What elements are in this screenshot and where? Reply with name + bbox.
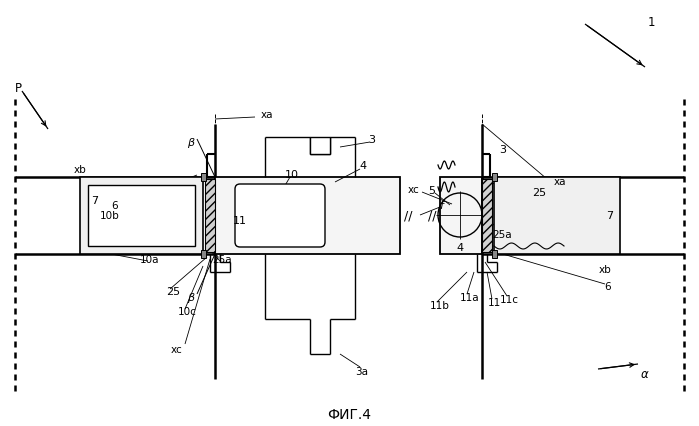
Bar [310, 138, 330, 155]
Bar [201, 250, 206, 259]
Text: 25a: 25a [492, 230, 512, 239]
Text: P: P [15, 81, 22, 94]
Text: β: β [187, 292, 194, 302]
Text: 11: 11 [487, 297, 500, 307]
Text: α: α [641, 368, 649, 380]
Text: 3: 3 [368, 135, 375, 145]
Text: 11: 11 [233, 216, 247, 225]
Text: xa: xa [554, 177, 566, 187]
Bar [215, 178, 400, 254]
Text: 25: 25 [532, 187, 546, 198]
Text: 7: 7 [92, 196, 99, 205]
Text: 10: 10 [285, 170, 299, 180]
Bar [201, 173, 206, 181]
Text: 25a: 25a [212, 254, 232, 265]
Bar [80, 178, 203, 254]
Text: xc: xc [171, 344, 183, 354]
Text: 7: 7 [607, 210, 614, 221]
FancyBboxPatch shape [235, 184, 325, 248]
Text: 4: 4 [456, 242, 463, 253]
Bar [492, 250, 497, 259]
Text: 10a: 10a [140, 254, 160, 265]
Text: 1: 1 [647, 15, 655, 29]
Text: 11b: 11b [430, 300, 450, 310]
Text: //: // [428, 209, 436, 222]
Text: //: // [404, 209, 412, 222]
Bar [88, 186, 195, 246]
Text: xa: xa [261, 110, 273, 120]
Bar [205, 180, 215, 253]
Text: 4: 4 [359, 161, 366, 170]
Text: 5: 5 [428, 186, 435, 196]
Text: 10b: 10b [100, 210, 120, 221]
Text: 3a: 3a [356, 366, 368, 376]
Bar [494, 178, 620, 254]
Text: xb: xb [598, 265, 612, 274]
Bar [440, 178, 482, 254]
Text: xb: xb [73, 164, 87, 175]
Text: 3: 3 [500, 145, 507, 155]
Text: xc: xc [408, 184, 420, 195]
Text: 11a: 11a [460, 292, 480, 302]
Text: 25: 25 [166, 286, 180, 296]
Text: 11c: 11c [500, 294, 519, 304]
Text: ФИГ.4: ФИГ.4 [327, 407, 371, 421]
Text: f: f [439, 201, 443, 210]
Bar [492, 173, 497, 181]
Text: β: β [187, 138, 194, 148]
Bar [482, 180, 492, 253]
Text: 6: 6 [605, 281, 612, 291]
Text: 10c: 10c [178, 306, 196, 316]
Text: 6: 6 [112, 201, 118, 210]
